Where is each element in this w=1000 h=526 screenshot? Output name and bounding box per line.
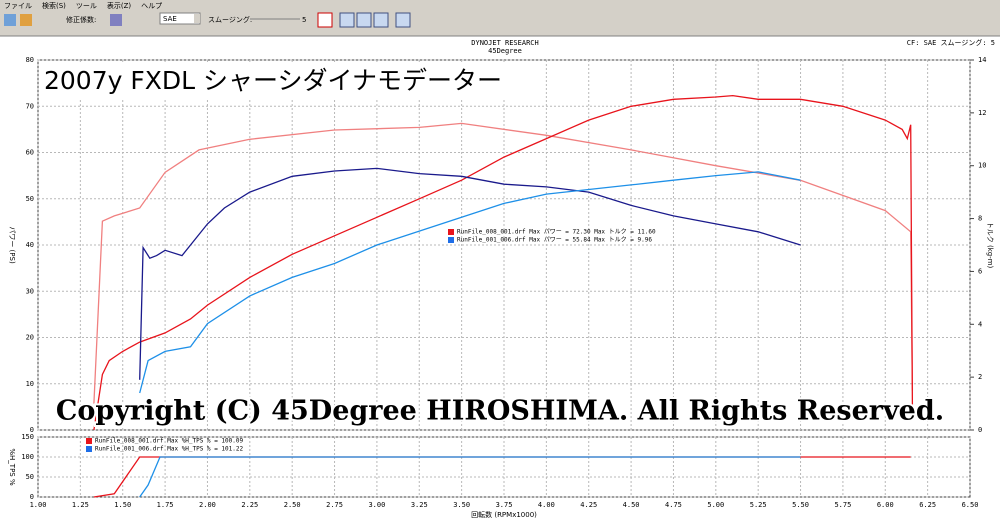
y2-tick-label: 6 (978, 267, 982, 275)
menu-item[interactable]: ファイル (4, 2, 32, 10)
y-tick-label: 100 (21, 453, 34, 461)
y-tick-label: 50 (26, 195, 34, 203)
menu-bar: ファイル 検索(S) ツール 表示(Z) ヘルプ (4, 1, 162, 10)
smoothing-label: スムージング: (208, 15, 252, 24)
header-subtitle: 45Degree (488, 47, 522, 55)
y-tick-label: 50 (26, 473, 34, 481)
x-tick-label: 3.75 (496, 501, 513, 509)
icon[interactable] (317, 12, 333, 28)
x-tick-label: 4.00 (538, 501, 555, 509)
correction-label: 修正係数: (66, 15, 96, 24)
y-tick-label: 20 (26, 334, 34, 342)
series-line (139, 171, 801, 394)
y-tick-label: 80 (26, 56, 34, 64)
y2-tick-label: 2 (978, 373, 982, 381)
menu-item[interactable]: 検索(S) (42, 1, 66, 10)
icon[interactable] (110, 14, 122, 26)
x-tick-label: 2.75 (326, 501, 343, 509)
series-line (139, 456, 801, 498)
x-tick-label: 6.00 (877, 501, 894, 509)
correction-value: SAE (163, 15, 177, 23)
x-tick-label: 6.50 (962, 501, 979, 509)
x-tick-label: 1.75 (157, 501, 174, 509)
x-tick-label: 5.50 (792, 501, 809, 509)
series-line (139, 167, 801, 380)
legend-entry: RunFile_008_001.drf Max パワー = 72.30 Max … (457, 229, 656, 236)
y2-tick-label: 4 (978, 320, 982, 328)
x-tick-label: 5.00 (707, 501, 724, 509)
y-tick-label: 40 (26, 241, 34, 249)
y2-axis-label: トルク (kg-m) (986, 222, 994, 269)
x-tick-label: 3.25 (411, 501, 428, 509)
x-tick-label: 1.50 (114, 501, 131, 509)
header-title: DYNOJET RESEARCH (471, 39, 538, 47)
y2-tick-label: 8 (978, 215, 982, 223)
dropdown-button[interactable] (194, 14, 200, 23)
y-tick-label: 0 (30, 493, 34, 501)
y2-tick-label: 12 (978, 109, 986, 117)
y-tick-label: 10 (26, 380, 34, 388)
title-box (40, 64, 545, 98)
series-line (93, 94, 914, 431)
icon[interactable] (373, 12, 389, 28)
y-tick-label: 30 (26, 287, 34, 295)
x-tick-label: 2.50 (284, 501, 301, 509)
icon[interactable] (395, 12, 411, 28)
x-tick-label: 6.25 (919, 501, 936, 509)
x-tick-label: 4.75 (665, 501, 682, 509)
menu-item[interactable]: ツール (76, 2, 97, 10)
x-tick-label: 5.75 (834, 501, 851, 509)
x-tick-label: 2.25 (241, 501, 258, 509)
x-tick-label: 1.00 (30, 501, 47, 509)
x-tick-label: 2.00 (199, 501, 216, 509)
icon[interactable] (356, 12, 372, 28)
x-tick-label: 5.25 (750, 501, 767, 509)
smoothing-value: 5 (302, 16, 306, 24)
legend-entry: RunFile_008_001.drf Max %H_TPS % = 100.0… (95, 438, 243, 445)
y2-tick-label: 0 (978, 426, 982, 434)
x-tick-label: 3.50 (453, 501, 470, 509)
copyright: Copyright (C) 45Degree HIROSHIMA. All Ri… (56, 396, 944, 427)
icon[interactable] (339, 12, 355, 28)
y-axis-label: パワー (PS) (8, 226, 16, 264)
y-tick-label: 60 (26, 149, 34, 157)
legend-swatch (86, 446, 92, 452)
icon[interactable] (20, 14, 32, 26)
x-axis-label: 回転数 (RPMx1000) (471, 510, 537, 519)
y-tick-label: 150 (21, 433, 34, 441)
menu-item[interactable]: 表示(Z) (107, 1, 132, 10)
x-tick-label: 4.50 (623, 501, 640, 509)
legend-swatch (448, 229, 454, 235)
y-tick-label: 0 (30, 426, 34, 434)
charts: 0 10 20 30 40 50 60 70 80 0 2 4 6 8 10 12 14 パワー (PS) トルク … (8, 56, 994, 519)
x-tick-label: 1.25 (72, 501, 89, 509)
legend-entry: RunFile_001_006.drf Max %H_TPS % = 101.2… (95, 446, 243, 453)
x-tick-label: 3.00 (368, 501, 385, 509)
menu-item[interactable]: ヘルプ (141, 2, 162, 10)
y2-tick-label: 10 (978, 162, 986, 170)
y2-tick-label: 14 (978, 56, 986, 64)
y-axis-label: %H_TPS % (8, 448, 16, 486)
series-line (93, 122, 914, 404)
x-tick-label: 4.25 (580, 501, 597, 509)
header-info: CF: SAE スムージング: 5 (907, 38, 995, 47)
icon[interactable] (4, 14, 16, 26)
legend-swatch (448, 237, 454, 243)
legend-swatch (86, 438, 92, 444)
legend-entry: RunFile_001_006.drf Max パワー = 55.84 Max … (457, 237, 652, 244)
overlay-title: 2007y FXDL シャーシダイナモデーター (44, 66, 502, 95)
y-tick-label: 70 (26, 102, 34, 110)
